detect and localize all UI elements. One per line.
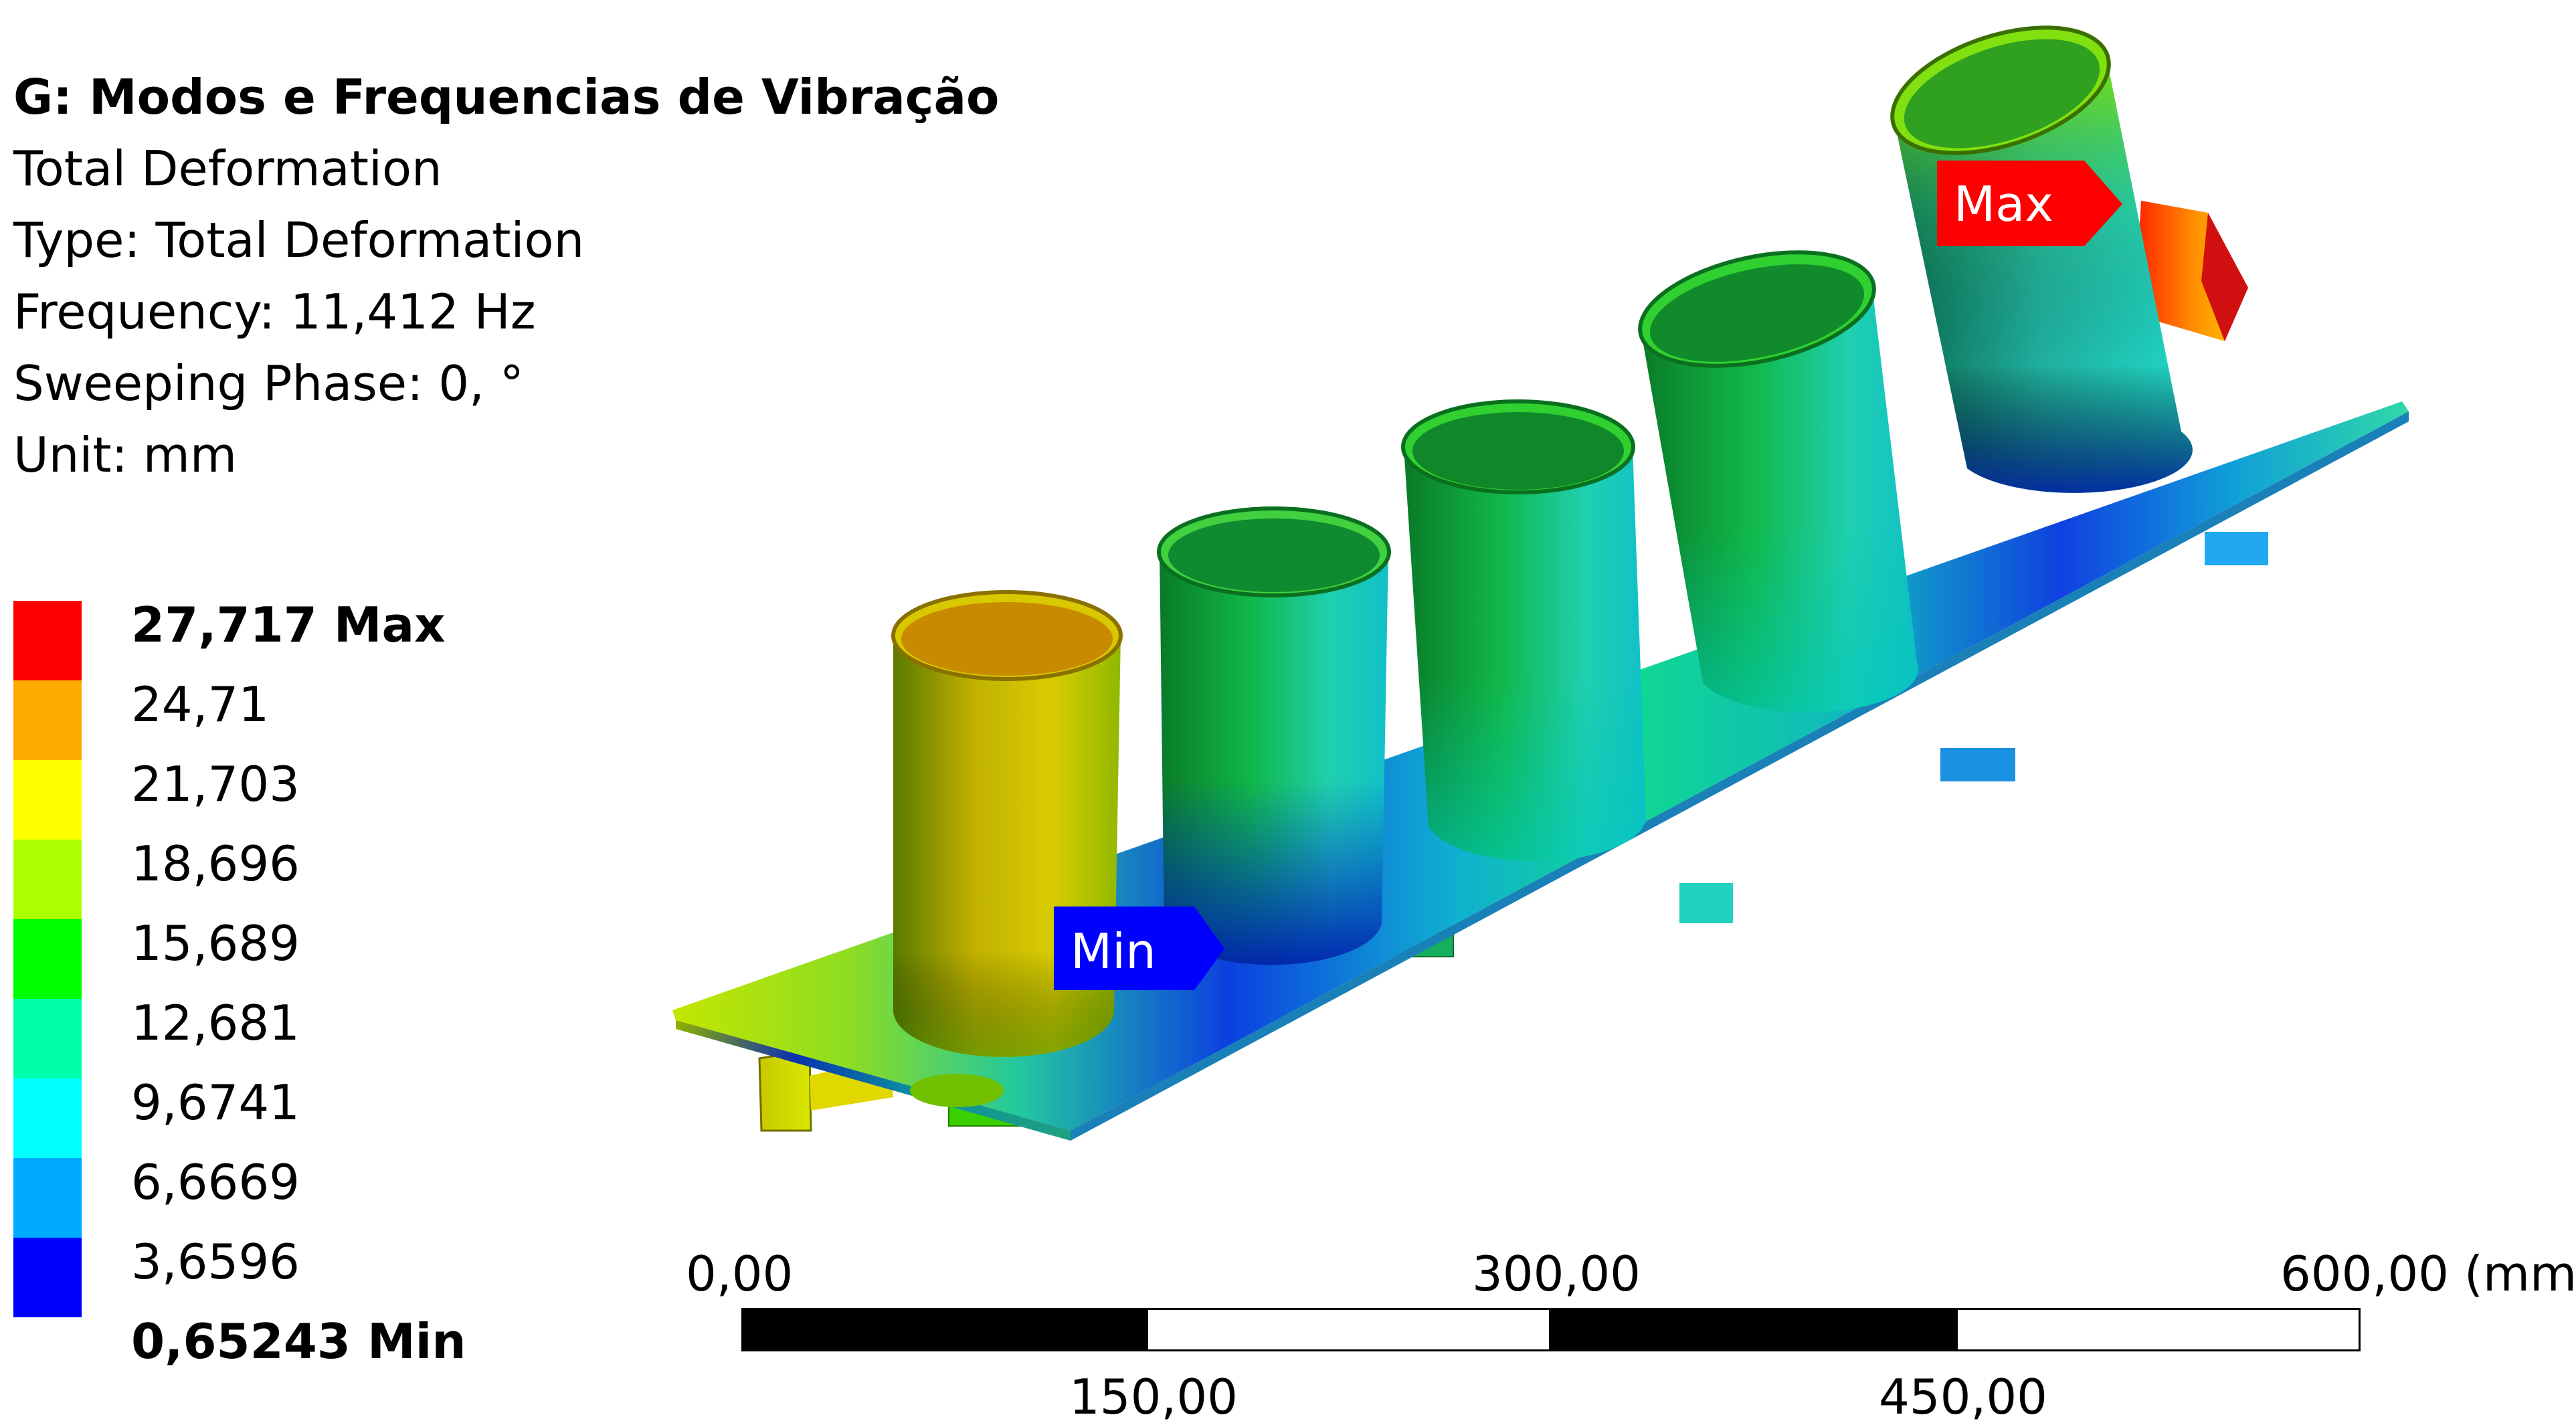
min-marker[interactable]: Min (1054, 907, 1224, 990)
analysis-title: G: Modos e Frequencias de Vibração (13, 69, 1000, 125)
legend-swatch (13, 760, 82, 840)
legend-swatch (13, 919, 82, 999)
legend-label: 6,6669 (131, 1154, 300, 1210)
legend-swatch (13, 999, 82, 1078)
result-name: Total Deformation (13, 140, 442, 197)
max-marker[interactable]: Max (1937, 161, 2122, 246)
legend-label-min: 0,65243 Min (131, 1313, 466, 1369)
legend-label: 21,703 (131, 756, 300, 812)
legend-swatch (13, 680, 82, 760)
legend-label: 12,681 (131, 995, 300, 1051)
min-marker-label: Min (1071, 923, 1156, 979)
cylinder-4 (1638, 250, 1918, 712)
max-bracket (2134, 201, 2248, 341)
result-type: Type: Total Deformation (13, 212, 585, 268)
legend-label: 9,6741 (131, 1074, 300, 1131)
legend-label-max: 27,717 Max (131, 597, 446, 653)
result-header: G: Modos e Frequencias de Vibração Total… (13, 62, 1000, 491)
cylinder-3 (1401, 399, 1646, 862)
max-marker-label: Max (1954, 176, 2053, 232)
legend-label: 18,696 (131, 836, 300, 892)
legend-label: 24,71 (131, 676, 270, 733)
cylinder-2 (1157, 506, 1391, 965)
legend-swatch (13, 840, 82, 919)
result-unit: Unit: mm (13, 427, 237, 483)
legend-label: 3,6596 (131, 1234, 300, 1290)
result-frequency: Frequency: 11,412 Hz (13, 284, 536, 340)
legend-swatch (13, 1078, 82, 1158)
legend-swatch (13, 1238, 82, 1317)
legend-swatch (13, 1158, 82, 1238)
legend-swatch (13, 601, 82, 680)
legend-label: 15,689 (131, 915, 300, 971)
result-sweeping-phase: Sweeping Phase: 0, ° (13, 355, 524, 411)
